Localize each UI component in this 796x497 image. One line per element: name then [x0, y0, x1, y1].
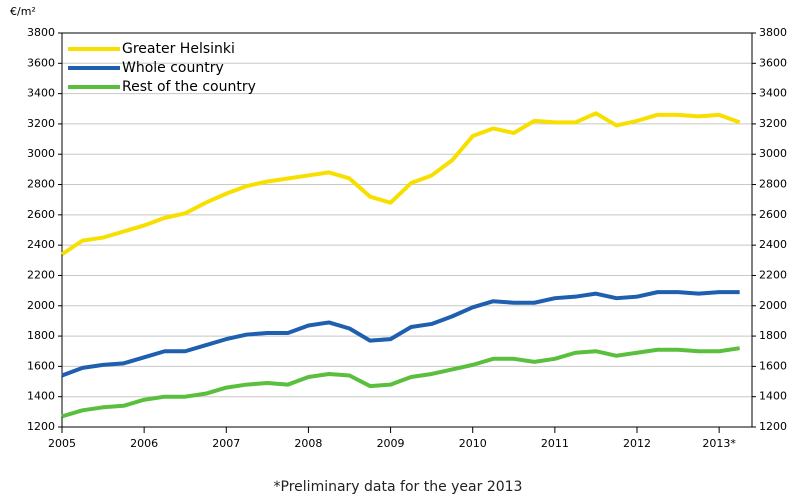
x-tick-label: 2010 — [459, 437, 487, 450]
x-tick-label: 2006 — [130, 437, 158, 450]
y2-tick-label: 1400 — [759, 390, 787, 403]
y-tick-label: 1200 — [27, 420, 55, 433]
y-tick-label: 2800 — [27, 178, 55, 191]
y-tick-label: 2200 — [27, 268, 55, 281]
y2-tick-label: 1200 — [759, 420, 787, 433]
footnote: *Preliminary data for the year 2013 — [274, 479, 523, 495]
y2-tick-label: 3800 — [759, 26, 787, 39]
x-tick-label: 2005 — [48, 437, 76, 450]
plot-frame — [61, 32, 753, 428]
y-tick-label: 1600 — [27, 359, 55, 372]
legend-label: Rest of the country — [122, 79, 256, 95]
y-tick-label: 1800 — [27, 329, 55, 342]
y2-tick-label: 2000 — [759, 299, 787, 312]
y-tick-label: 3600 — [27, 56, 55, 69]
y2-tick-label: 1800 — [759, 329, 787, 342]
x-tick-label: 2011 — [541, 437, 569, 450]
x-tick-label: 2008 — [294, 437, 322, 450]
y2-tick-label: 3000 — [759, 147, 787, 160]
y-tick-label: 2400 — [27, 238, 55, 251]
y2-tick-label: 2200 — [759, 268, 787, 281]
x-tick-label: 2012 — [623, 437, 651, 450]
series-line — [61, 290, 740, 378]
x-tick-label: 2007 — [212, 437, 240, 450]
y-tick-label: 2600 — [27, 208, 55, 221]
y2-tick-label: 2400 — [759, 238, 787, 251]
y2-tick-label: 3600 — [759, 56, 787, 69]
y-tick-label: 2000 — [27, 299, 55, 312]
y-tick-label: 3200 — [27, 117, 55, 130]
x-tick-label: 2013* — [702, 437, 736, 450]
y-axis-label: €/m² — [10, 5, 36, 18]
legend-label: Greater Helsinki — [122, 41, 235, 57]
y-tick-label: 3000 — [27, 147, 55, 160]
y-tick-label: 1400 — [27, 390, 55, 403]
y2-tick-label: 3400 — [759, 87, 787, 100]
series-line — [61, 346, 740, 419]
y-tick-label: 3400 — [27, 87, 55, 100]
y2-tick-label: 2800 — [759, 178, 787, 191]
y2-tick-label: 2600 — [759, 208, 787, 221]
series-line — [60, 111, 741, 256]
y2-tick-label: 3200 — [759, 117, 787, 130]
x-tick-label: 2009 — [377, 437, 405, 450]
legend-label: Whole country — [122, 60, 224, 76]
y2-tick-label: 1600 — [759, 359, 787, 372]
y-tick-label: 3800 — [27, 26, 55, 39]
